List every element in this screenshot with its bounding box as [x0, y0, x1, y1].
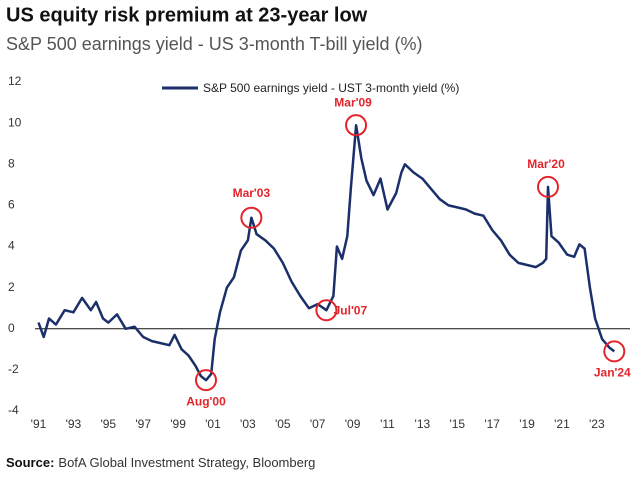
x-tick-label: '91: [31, 417, 47, 431]
annotation-circle: [345, 114, 368, 137]
y-tick-label: 2: [8, 280, 15, 294]
x-tick-label: '15: [449, 417, 465, 431]
source: BofA Global Investment Strategy, Bloombe…: [58, 455, 315, 470]
legend-label: S&P 500 earnings yield - UST 3-month yie…: [203, 81, 459, 95]
annotation-circle: [315, 299, 338, 322]
annotation-circle: [536, 175, 559, 198]
annotation-label: Aug'00: [186, 394, 226, 408]
y-tick-label: 8: [8, 156, 15, 170]
annotation-circle: [240, 206, 263, 229]
annotation-label: Mar'03: [233, 186, 271, 200]
x-tick-label: '99: [170, 417, 186, 431]
x-tick-label: '97: [135, 417, 151, 431]
x-tick-label: '03: [240, 417, 256, 431]
x-tick-label: '17: [484, 417, 500, 431]
annotation-circle: [603, 340, 626, 363]
y-tick-label: 0: [8, 321, 15, 335]
chart-subtitle: S&P 500 earnings yield - US 3-month T-bi…: [6, 34, 423, 54]
annotation-label: Jan'24: [594, 366, 631, 380]
x-tick-label: '23: [589, 417, 605, 431]
y-tick-label: 10: [8, 115, 22, 129]
x-tick-label: '11: [380, 417, 395, 431]
annotation-label: Mar'20: [527, 157, 565, 171]
annotation-label: Jul'07: [334, 303, 368, 317]
x-tick-label: '93: [66, 417, 82, 431]
source-line: Source: BofA Global Investment Strategy, …: [6, 455, 315, 470]
source-label: Source:: [6, 455, 54, 470]
y-tick-label: -2: [8, 362, 19, 376]
x-tick-label: '05: [275, 417, 291, 431]
x-tick-label: '09: [345, 417, 361, 431]
y-tick-label: -4: [8, 403, 19, 417]
x-tick-label: '21: [554, 417, 570, 431]
y-tick-label: 4: [8, 239, 15, 253]
annotation-label: Mar'09: [334, 95, 372, 109]
x-tick-label: '07: [310, 417, 326, 431]
annotation-circle: [194, 369, 217, 392]
chart-title: US equity risk premium at 23-year low: [6, 4, 368, 26]
x-tick-label: '13: [415, 417, 431, 431]
series-line: [37, 123, 616, 382]
x-tick-label: '19: [519, 417, 535, 431]
x-tick-label: '01: [205, 417, 221, 431]
y-tick-label: 6: [8, 198, 15, 212]
x-tick-label: '95: [100, 417, 116, 431]
y-tick-label: 12: [8, 74, 22, 88]
